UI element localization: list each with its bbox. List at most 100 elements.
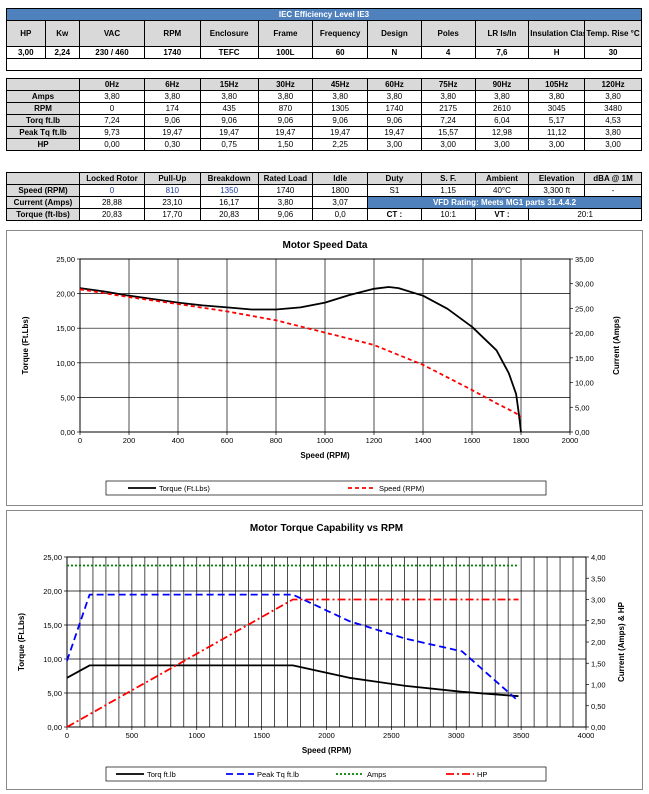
freq-row-label: Amps — [5, 90, 81, 103]
torque-row: Torque (ft-lbs) 20,83 17,70 20,83 9,06 0… — [5, 208, 642, 221]
freq-row: Torq ft.lb 7,24 9,06 9,06 9,06 9,06 9,06 7,24 6,… — [5, 114, 642, 127]
x-tick-label: 800 — [270, 436, 283, 445]
vt-value: 20:1 — [528, 208, 642, 221]
current-pull-up: 23,10 — [143, 196, 201, 209]
freq-cell: 870 — [257, 102, 314, 115]
chart-title: Motor Torque Capability vs RPM — [250, 523, 403, 534]
y-tick-label: 20,00 — [56, 290, 75, 299]
x-tick-label: 0 — [65, 731, 69, 740]
freq-cell: 3480 — [584, 102, 642, 115]
perf-header: Locked Rotor — [79, 172, 145, 185]
y-tick-label: 0,00 — [47, 723, 62, 732]
x-tick-label: 2500 — [383, 731, 400, 740]
freq-cell: 3,80 — [474, 90, 530, 103]
speed-locked-rotor: 0 — [79, 184, 145, 197]
spec-value: 100L — [257, 46, 314, 59]
spec-header: Poles — [420, 20, 476, 47]
spec-header: VAC — [79, 20, 145, 47]
freq-cell: 7,24 — [420, 114, 476, 127]
spec-value: 30 — [584, 46, 642, 59]
freq-cell: 3,80 — [528, 90, 586, 103]
freq-row: Amps 3,80 3,80 3,80 3,80 3,80 3,80 3,80 3,80 3,80… — [5, 90, 642, 103]
legend-label: HP — [477, 770, 487, 779]
y-axis-label: Torque (Ft.Lbs) — [21, 316, 30, 374]
y2-tick-label: 0,00 — [575, 428, 590, 437]
y2-tick-label: 25,00 — [575, 304, 594, 313]
x-axis-label: Speed (RPM) — [300, 451, 350, 460]
x-tick-label: 2000 — [318, 731, 335, 740]
freq-cell: 0,30 — [143, 138, 201, 151]
speed-breakdown: 1350 — [199, 184, 259, 197]
x-tick-label: 1000 — [317, 436, 334, 445]
torque-rated-load: 9,06 — [257, 208, 314, 221]
y2-axis-label: Current (Amps) — [612, 316, 621, 375]
current-row: Current (Amps) 28,88 23,10 16,17 3,80 3,… — [5, 196, 642, 209]
freq-row: RPM 0 174 435 870 1305 1740 2175 2610 3045 3480 — [5, 102, 642, 115]
x-tick-label: 1500 — [253, 731, 270, 740]
y2-tick-label: 0,50 — [591, 702, 606, 711]
spec-value: 60 — [312, 46, 369, 59]
freq-header: 0Hz — [79, 78, 145, 91]
freq-cell: 19,47 — [199, 126, 259, 139]
freq-cell: 9,06 — [143, 114, 201, 127]
freq-header: 45Hz — [312, 78, 369, 91]
x-axis-label: Speed (RPM) — [302, 746, 352, 755]
legend — [105, 480, 547, 496]
spec-header: RPM — [143, 20, 201, 47]
freq-header: 75Hz — [420, 78, 476, 91]
freq-cell: 174 — [143, 102, 201, 115]
freq-cell: 1305 — [312, 102, 369, 115]
perf-header-row: Locked Rotor Pull-Up Breakdown Rated Load Id… — [5, 172, 642, 185]
spec-header: Enclosure — [199, 20, 259, 47]
freq-cell: 9,06 — [257, 114, 314, 127]
perf-header: Breakdown — [199, 172, 259, 185]
x-tick-label: 600 — [221, 436, 234, 445]
freq-cell: 12,98 — [474, 126, 530, 139]
sf-value: 1,15 — [420, 184, 476, 197]
x-tick-label: 200 — [123, 436, 136, 445]
freq-cell: 0,75 — [199, 138, 259, 151]
x-tick-label: 1000 — [188, 731, 205, 740]
freq-cell: 5,17 — [528, 114, 586, 127]
x-tick-label: 1600 — [464, 436, 481, 445]
y2-tick-label: 2,50 — [591, 617, 606, 626]
freq-cell: 4,53 — [584, 114, 642, 127]
perf-header: Elevation — [528, 172, 586, 185]
motor-speed-chart: Motor Speed Data 0,00 5,00 10,00 15,00 20,00 2… — [6, 230, 643, 506]
current-idle: 3,07 — [312, 196, 369, 209]
motor-torque-chart: Motor Torque Capability vs RPM 0,00 5,00 10… — [6, 510, 643, 790]
perf-header: Idle — [312, 172, 369, 185]
x-tick-label: 1400 — [415, 436, 432, 445]
y2-tick-label: 5,00 — [575, 403, 590, 412]
freq-corner — [5, 78, 81, 91]
y2-tick-label: 3,50 — [591, 574, 606, 583]
elevation-value: 3,300 ft — [528, 184, 586, 197]
legend — [105, 766, 547, 782]
spec-header: Insulation Class — [528, 20, 586, 47]
torque-idle: 0,0 — [312, 208, 369, 221]
freq-cell: 3,80 — [199, 90, 259, 103]
freq-header: 15Hz — [199, 78, 259, 91]
freq-header: 120Hz — [584, 78, 642, 91]
x-tick-label: 1800 — [513, 436, 530, 445]
freq-cell: 9,06 — [199, 114, 259, 127]
x-tick-label: 3000 — [448, 731, 465, 740]
freq-cell: 3,00 — [474, 138, 530, 151]
freq-cell: 3045 — [528, 102, 586, 115]
freq-cell: 3,80 — [143, 90, 201, 103]
perf-header: Rated Load — [257, 172, 314, 185]
freq-cell: 9,73 — [79, 126, 145, 139]
y2-tick-label: 4,00 — [591, 553, 606, 562]
duty-value: S1 — [367, 184, 422, 197]
y2-tick-label: 15,00 — [575, 354, 594, 363]
spec-header: HP — [6, 20, 46, 47]
y2-axis-label: Current (Amps) & HP — [617, 601, 626, 682]
freq-cell: 9,06 — [367, 114, 422, 127]
freq-cell: 3,00 — [584, 138, 642, 151]
ct-label: CT : — [367, 208, 422, 221]
legend-label: Torque (Ft.Lbs) — [159, 484, 210, 493]
freq-cell: 3,80 — [420, 90, 476, 103]
freq-cell: 3,80 — [367, 90, 422, 103]
y-tick-label: 10,00 — [43, 655, 62, 664]
x-tick-label: 400 — [172, 436, 185, 445]
